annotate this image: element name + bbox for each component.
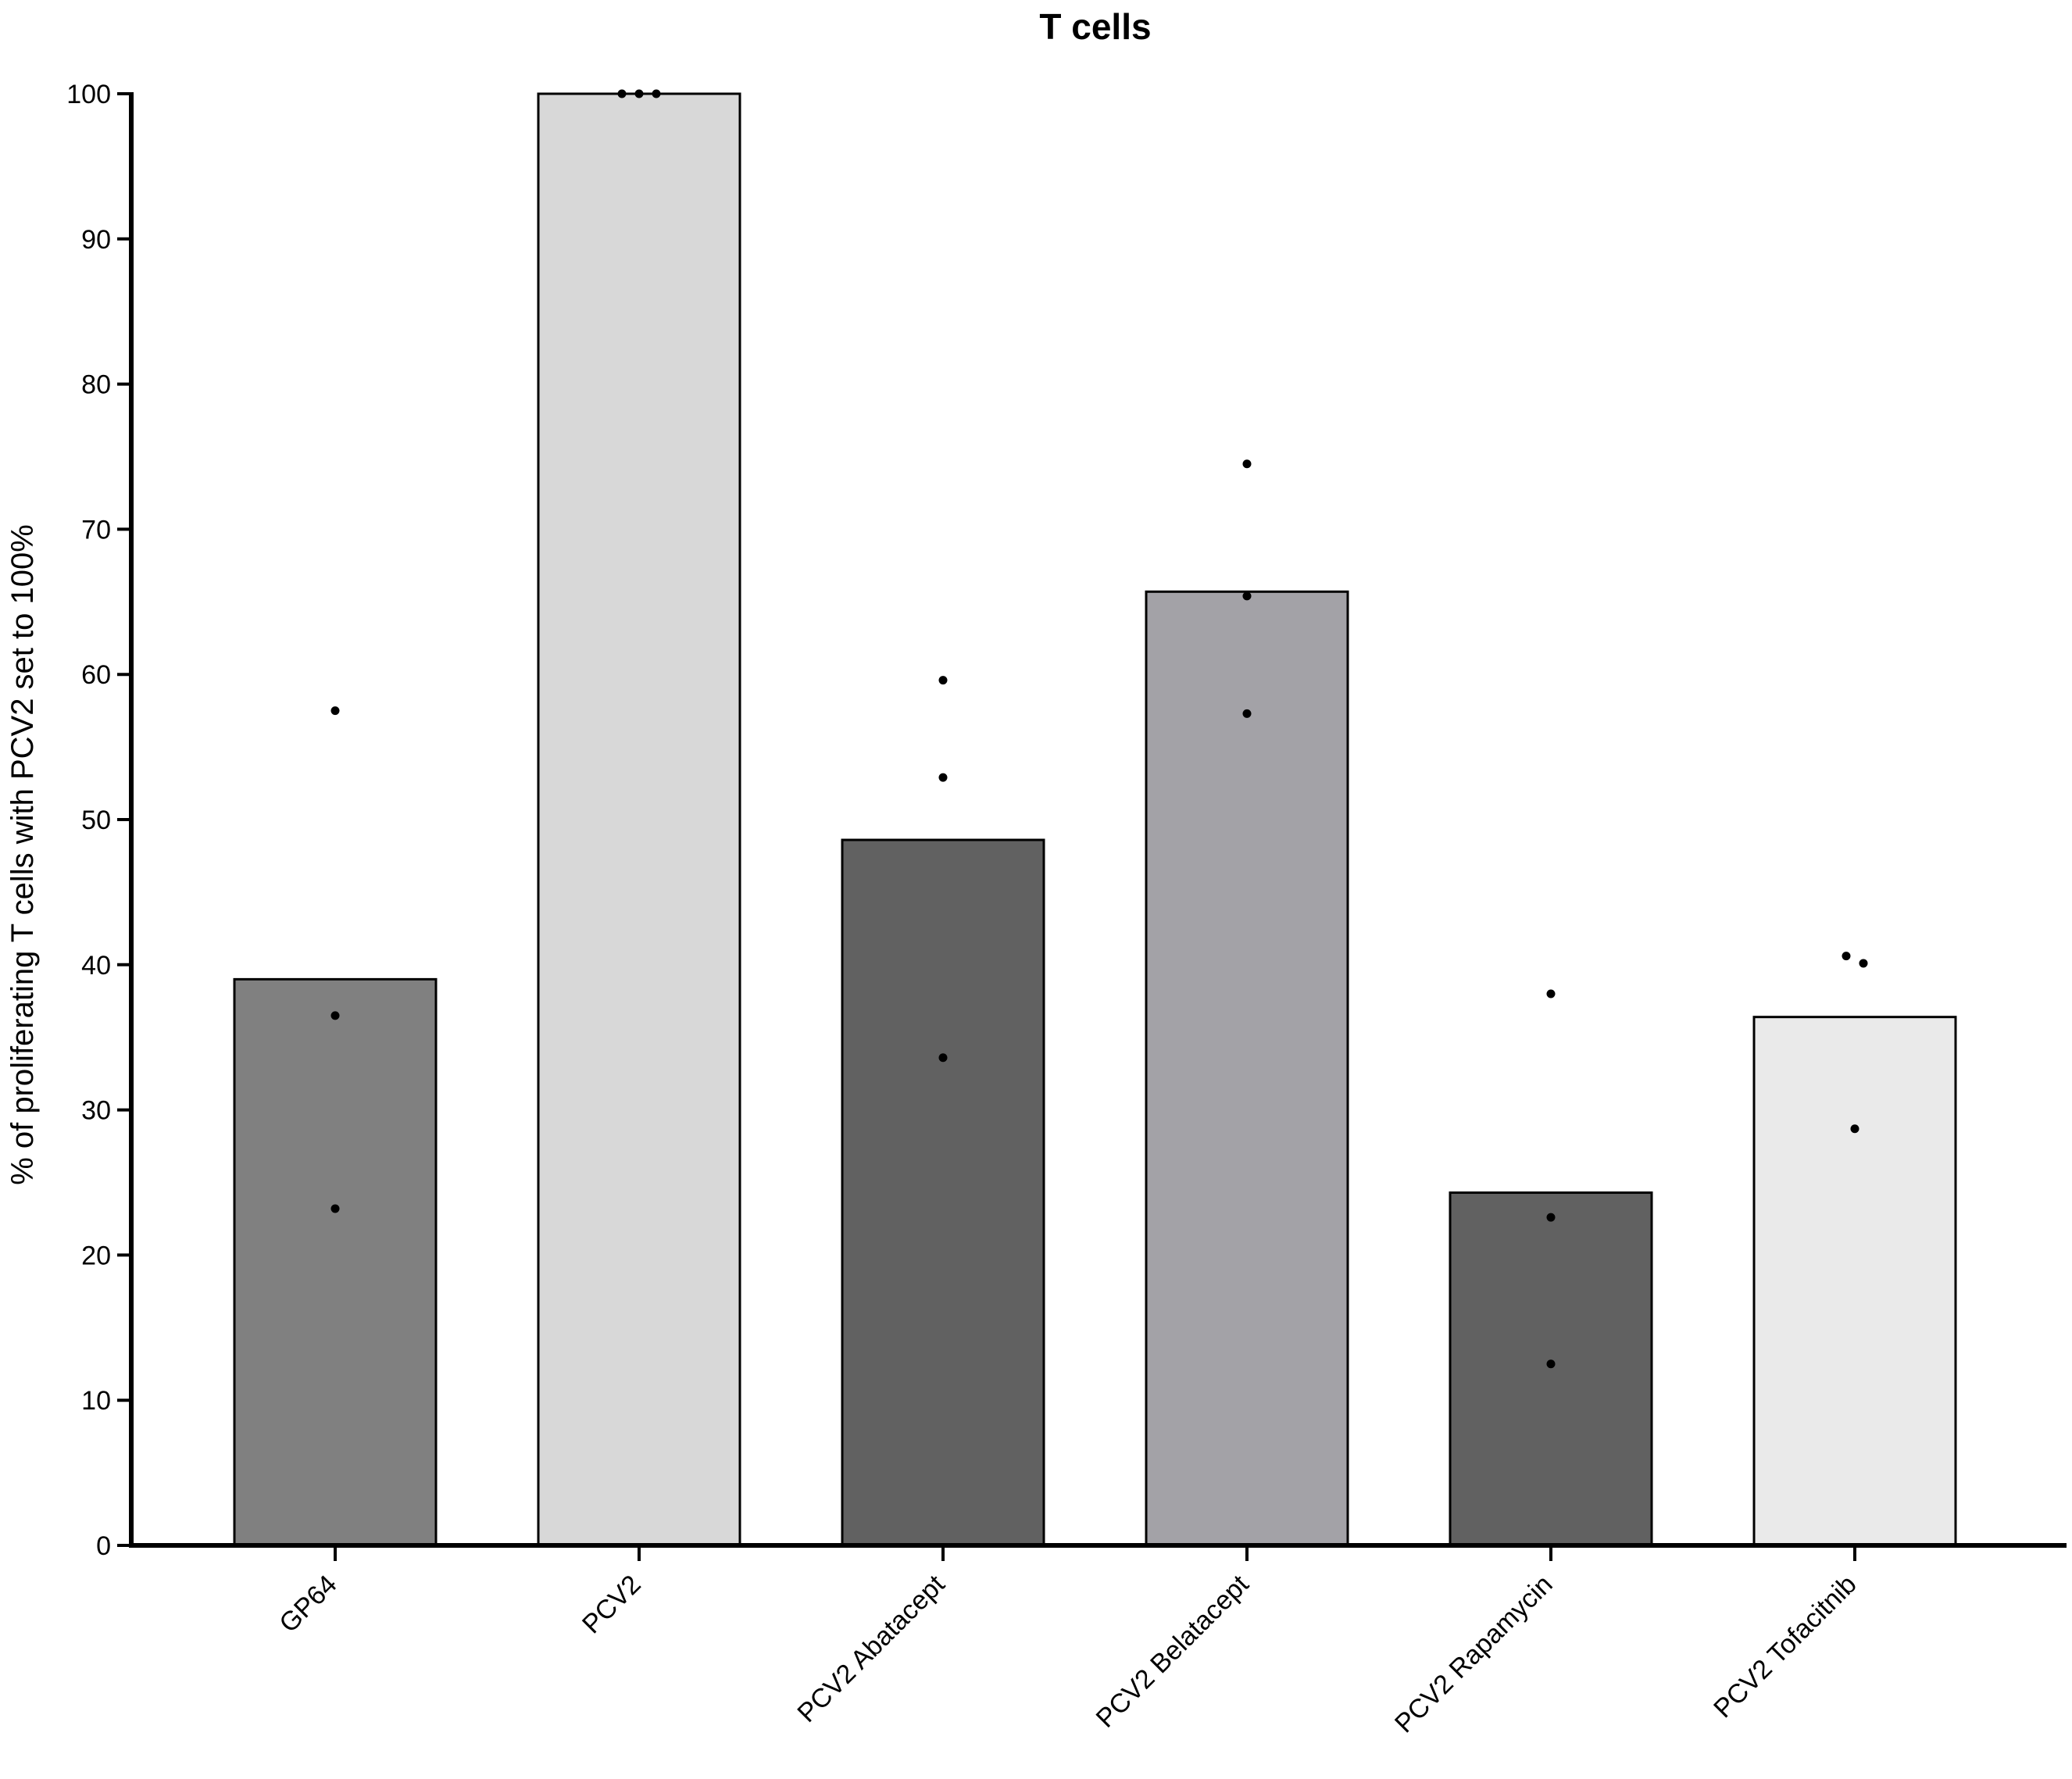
data-point (330, 1011, 340, 1020)
bar-pcv2-abatacept (841, 838, 1045, 1547)
data-point (634, 89, 644, 98)
y-axis-label: % of proliferating T cells with PCV2 set… (5, 524, 40, 1185)
x-ticks: GP64 PCV2 PCV2 Abatacept PCV2 Belatacept PCV… (273, 1545, 1863, 1739)
bar-pcv2-rapamycin (1449, 1191, 1653, 1547)
y-tick-label: 80 (81, 370, 111, 400)
y-tick-label: 100 (66, 80, 111, 109)
y-tick-label: 90 (81, 225, 111, 255)
data-point (1546, 1359, 1556, 1369)
x-tick-label: PCV2 (577, 1570, 647, 1640)
data-point (1546, 989, 1556, 998)
points-layer (330, 89, 1868, 1369)
data-point (938, 773, 948, 782)
x-tick-label: PCV2 Tofacitnib (1708, 1570, 1862, 1724)
data-point (938, 676, 948, 685)
bar-gp64 (233, 977, 438, 1547)
data-point (330, 706, 340, 716)
x-tick-label: GP64 (273, 1570, 342, 1638)
y-tick-label: 30 (81, 1096, 111, 1126)
bar-pcv2 (537, 92, 741, 1547)
bars-layer (233, 92, 1957, 1547)
data-point (652, 89, 661, 98)
data-point (938, 1053, 948, 1063)
x-tick-label: PCV2 Belatacept (1091, 1569, 1255, 1733)
data-point (1242, 591, 1252, 601)
data-point (1842, 952, 1851, 961)
data-point (1859, 959, 1868, 968)
data-point (1242, 459, 1252, 469)
x-tick-label: PCV2 Rapamycin (1389, 1570, 1559, 1739)
y-tick-label: 60 (81, 660, 111, 690)
y-ticks: 0 10 20 30 40 50 60 70 80 90 100 (66, 80, 131, 1561)
y-tick-label: 10 (81, 1386, 111, 1416)
data-point (1546, 1213, 1556, 1222)
bar-pcv2-tofacitnib (1752, 1016, 1957, 1547)
chart-title: T cells (1039, 6, 1151, 47)
data-point (1242, 709, 1252, 718)
x-tick-label: PCV2 Abatacept (791, 1569, 951, 1728)
y-tick-label: 70 (81, 515, 111, 545)
data-point (1850, 1124, 1859, 1134)
y-tick-label: 0 (96, 1531, 111, 1561)
y-tick-label: 20 (81, 1241, 111, 1270)
data-point (330, 1204, 340, 1213)
data-point (617, 89, 627, 98)
bar-pcv2-belatacept (1145, 590, 1349, 1547)
y-tick-label: 50 (81, 806, 111, 835)
y-tick-label: 40 (81, 951, 111, 981)
